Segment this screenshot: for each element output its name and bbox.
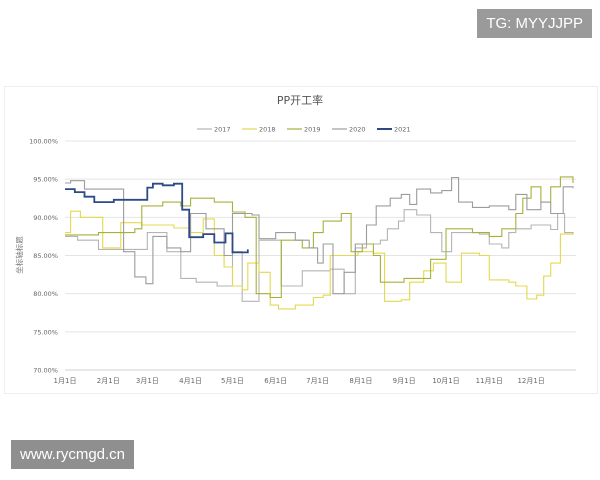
y-axis-label: 坐标轴标题 [14,236,24,274]
legend-label-2018: 2018 [259,126,276,134]
series-line-2019 [65,176,574,299]
x-tick-label: 2月1日 [97,377,120,385]
x-tick-label: 7月1日 [306,377,329,385]
series-line-2021 [65,182,249,254]
legend-label-2020: 2020 [349,126,366,134]
x-tick-label: 5月1日 [221,377,244,385]
legend-label-2019: 2019 [304,126,321,134]
y-tick-label: 85.00% [33,252,58,260]
chart-title: PP开工率 [277,93,323,107]
series-line-2020 [65,177,574,295]
x-tick-label: 11月1日 [476,377,503,385]
legend-label-2021: 2021 [394,126,411,134]
y-tick-label: 75.00% [33,328,58,336]
y-tick-label: 95.00% [33,176,58,184]
x-tick-label: 1月1日 [54,377,77,385]
x-tick-label: 10月1日 [432,377,459,385]
legend-label-2017: 2017 [214,126,231,134]
x-tick-label: 8月1日 [349,377,372,385]
x-tick-label: 6月1日 [264,377,287,385]
watermark-top: TG: MYYJJPP [477,9,592,38]
series-line-2018 [65,210,574,310]
x-tick-label: 9月1日 [393,377,416,385]
y-tick-label: 100.00% [29,138,58,146]
y-tick-label: 90.00% [33,214,58,222]
watermark-bottom: www.rycmgd.cn [11,440,135,469]
x-tick-label: 12月1日 [517,377,544,385]
y-tick-label: 70.00% [33,367,58,375]
y-tick-label: 80.00% [33,290,58,298]
x-tick-label: 3月1日 [136,377,159,385]
x-tick-label: 4月1日 [179,377,202,385]
